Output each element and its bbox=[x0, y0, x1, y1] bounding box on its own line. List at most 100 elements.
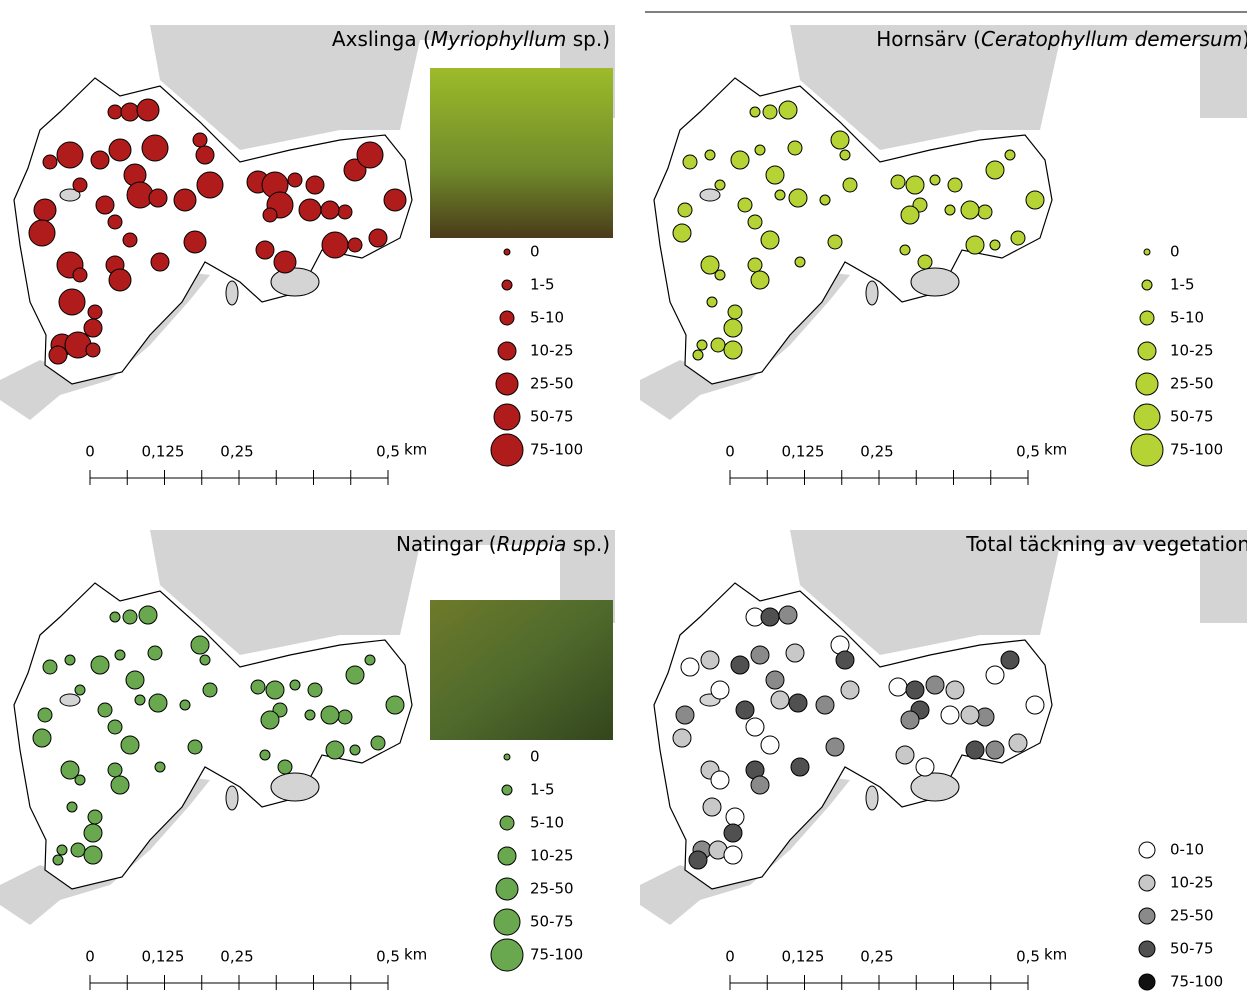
site bbox=[966, 741, 984, 759]
site bbox=[724, 824, 742, 842]
panel-title: Axslinga (Myriophyllum sp.) bbox=[332, 27, 610, 51]
legend-label: 0 bbox=[530, 748, 540, 766]
scale-label: 0,5 bbox=[376, 948, 400, 966]
site bbox=[149, 694, 167, 712]
site bbox=[731, 656, 749, 674]
site bbox=[966, 236, 984, 254]
site bbox=[766, 166, 784, 184]
site bbox=[689, 851, 707, 869]
site bbox=[305, 710, 315, 720]
site bbox=[731, 151, 749, 169]
site bbox=[701, 651, 719, 669]
site bbox=[986, 161, 1004, 179]
site bbox=[369, 229, 387, 247]
site bbox=[673, 729, 691, 747]
legend-label: 75-100 bbox=[1170, 973, 1223, 991]
site bbox=[49, 346, 67, 364]
site bbox=[338, 205, 352, 219]
site bbox=[350, 745, 360, 755]
site bbox=[750, 107, 760, 117]
scale-label: 0 bbox=[725, 443, 735, 461]
site bbox=[174, 189, 196, 211]
site bbox=[53, 855, 63, 865]
legend-label: 50-75 bbox=[1170, 940, 1214, 958]
site bbox=[724, 341, 742, 359]
map-panel: Axslinga (Myriophyllum sp.)01-55-1010-25… bbox=[0, 12, 620, 490]
site bbox=[946, 681, 964, 699]
scale-label: 0,125 bbox=[782, 948, 825, 966]
site bbox=[1005, 150, 1015, 160]
island bbox=[226, 786, 238, 810]
site bbox=[736, 701, 754, 719]
map-panel: Total täckning av vegetation0-1010-2525-… bbox=[640, 517, 1247, 994]
legend-symbol bbox=[1139, 974, 1155, 990]
scale-label: 0,25 bbox=[220, 948, 253, 966]
site bbox=[43, 155, 57, 169]
scale-label: 0,25 bbox=[860, 443, 893, 461]
site bbox=[761, 608, 779, 626]
site bbox=[901, 711, 919, 729]
site bbox=[918, 255, 932, 269]
title-run: Axslinga ( bbox=[332, 27, 431, 51]
legend-symbol bbox=[1138, 342, 1156, 360]
site bbox=[326, 741, 344, 759]
site bbox=[761, 736, 779, 754]
site bbox=[151, 253, 169, 271]
site bbox=[1009, 734, 1027, 752]
site bbox=[251, 680, 265, 694]
site bbox=[266, 681, 284, 699]
title-run: ) bbox=[1242, 27, 1247, 51]
legend-symbol bbox=[1142, 280, 1152, 290]
site bbox=[148, 646, 162, 660]
legend-label: 75-100 bbox=[530, 946, 583, 964]
legend-symbol bbox=[504, 754, 510, 760]
site bbox=[693, 350, 703, 360]
site bbox=[795, 257, 805, 267]
island bbox=[911, 268, 959, 296]
site bbox=[941, 706, 959, 724]
site bbox=[73, 178, 87, 192]
site bbox=[751, 646, 769, 664]
site bbox=[184, 231, 206, 253]
site bbox=[916, 758, 934, 776]
map-panel: Hornsärv (Ceratophyllum demersum)01-55-1… bbox=[640, 12, 1247, 490]
site bbox=[828, 235, 842, 249]
legend-symbol bbox=[494, 909, 520, 935]
scale-unit: km bbox=[1044, 946, 1067, 964]
site bbox=[906, 681, 924, 699]
site bbox=[836, 651, 854, 669]
site bbox=[841, 681, 859, 699]
site bbox=[945, 205, 955, 215]
photo bbox=[430, 68, 613, 238]
photo bbox=[430, 600, 613, 740]
site bbox=[1001, 651, 1019, 669]
site bbox=[33, 729, 51, 747]
site bbox=[256, 241, 274, 259]
legend-symbol bbox=[500, 311, 514, 325]
scale-unit: km bbox=[1044, 441, 1067, 459]
island bbox=[60, 694, 80, 706]
site bbox=[65, 655, 75, 665]
legend-label: 75-100 bbox=[530, 441, 583, 459]
site bbox=[308, 683, 322, 697]
site bbox=[755, 145, 765, 155]
site bbox=[889, 678, 907, 696]
legend-label: 10-25 bbox=[1170, 342, 1214, 360]
site bbox=[789, 694, 807, 712]
legend-label: 0-10 bbox=[1170, 841, 1204, 859]
title-run: Hornsärv ( bbox=[876, 27, 981, 51]
legend-symbol bbox=[502, 280, 512, 290]
site bbox=[196, 146, 214, 164]
site bbox=[84, 846, 102, 864]
legend-symbol bbox=[500, 816, 514, 830]
legend-symbol bbox=[1144, 249, 1150, 255]
legend-label: 0 bbox=[1170, 243, 1180, 261]
site bbox=[142, 135, 168, 161]
site bbox=[900, 245, 910, 255]
site bbox=[789, 189, 807, 207]
site bbox=[108, 215, 122, 229]
site bbox=[1011, 231, 1025, 245]
legend-label: 5-10 bbox=[1170, 309, 1204, 327]
site bbox=[896, 746, 914, 764]
site bbox=[84, 824, 102, 842]
